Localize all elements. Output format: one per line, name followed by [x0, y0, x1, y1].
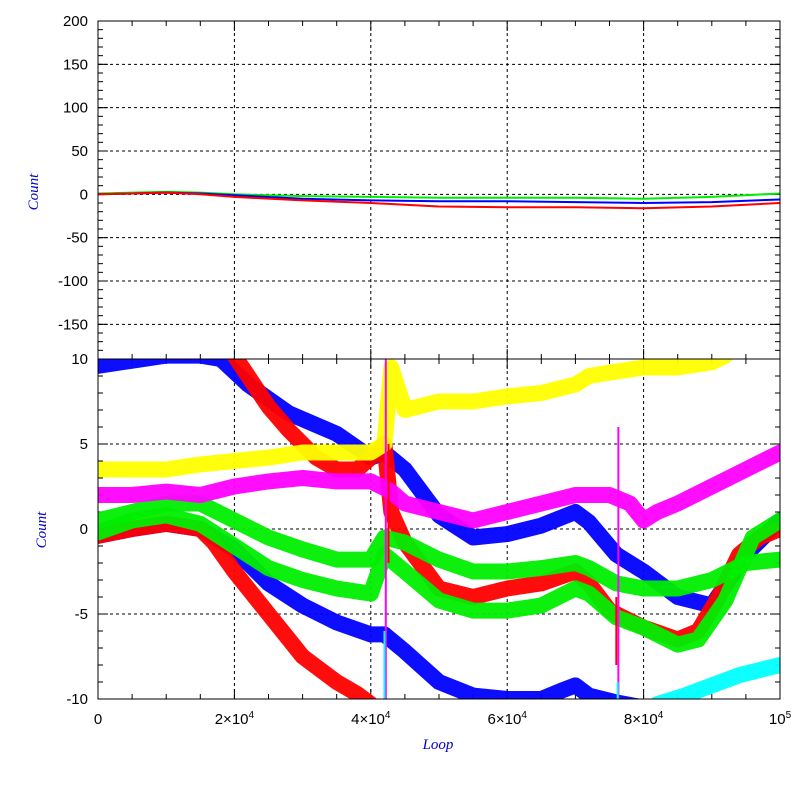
x-tick-label: 8×104	[624, 710, 664, 728]
bottom-panel-y-tick-labels: 10 5 0 -5 -10	[66, 351, 88, 708]
top-y-tick-label: -50	[66, 230, 88, 247]
top-series-line	[98, 191, 780, 210]
bot-panel-frame	[97, 358, 781, 700]
bottom-panel-series	[98, 359, 780, 699]
top-y-tick-label: -100	[58, 273, 88, 290]
bot-y-tick-label: 0	[80, 521, 88, 538]
x-tick-label: 6×104	[488, 710, 528, 728]
top-panel-series	[98, 190, 780, 210]
top-y-tick-label: 150	[63, 56, 88, 73]
x-tick-label: 0	[94, 711, 102, 728]
bot-series-line	[98, 495, 780, 597]
x-tick-labels: 0 2×104 4×104 6×104 8×104 105	[94, 710, 792, 728]
x-tick-label: 2×104	[215, 710, 255, 728]
bot-series-line	[98, 515, 377, 699]
top-y-tick-label: 0	[80, 186, 88, 203]
bot-y-tick-label: -10	[66, 691, 88, 708]
bot-series-line	[98, 359, 733, 478]
top-panel-y-axis-title: Count	[26, 173, 42, 211]
x-tick-label: 105	[769, 710, 792, 728]
top-y-tick-label: -150	[58, 316, 88, 333]
x-tick-label: 4×104	[351, 710, 391, 728]
bot-series-line	[651, 657, 780, 699]
top-panel-y-tick-labels: 200 150 100 50 0 -50 -100 -150	[58, 13, 88, 333]
bot-series-line	[98, 507, 780, 653]
bot-y-tick-label: 5	[80, 436, 88, 453]
top-y-tick-label: 50	[71, 143, 88, 160]
top-y-tick-label: 200	[63, 13, 88, 30]
bot-y-tick-label: -5	[75, 606, 88, 623]
bottom-panel-y-axis-title: Count	[34, 511, 50, 549]
bot-y-tick-label: 10	[71, 351, 88, 368]
x-axis-title: Loop	[422, 737, 454, 753]
bot-series-line	[98, 444, 780, 529]
top-y-tick-label: 100	[63, 100, 88, 117]
top-panel-frame	[97, 20, 781, 360]
top-panel-grid	[97, 20, 781, 360]
panel-frames	[97, 20, 781, 700]
